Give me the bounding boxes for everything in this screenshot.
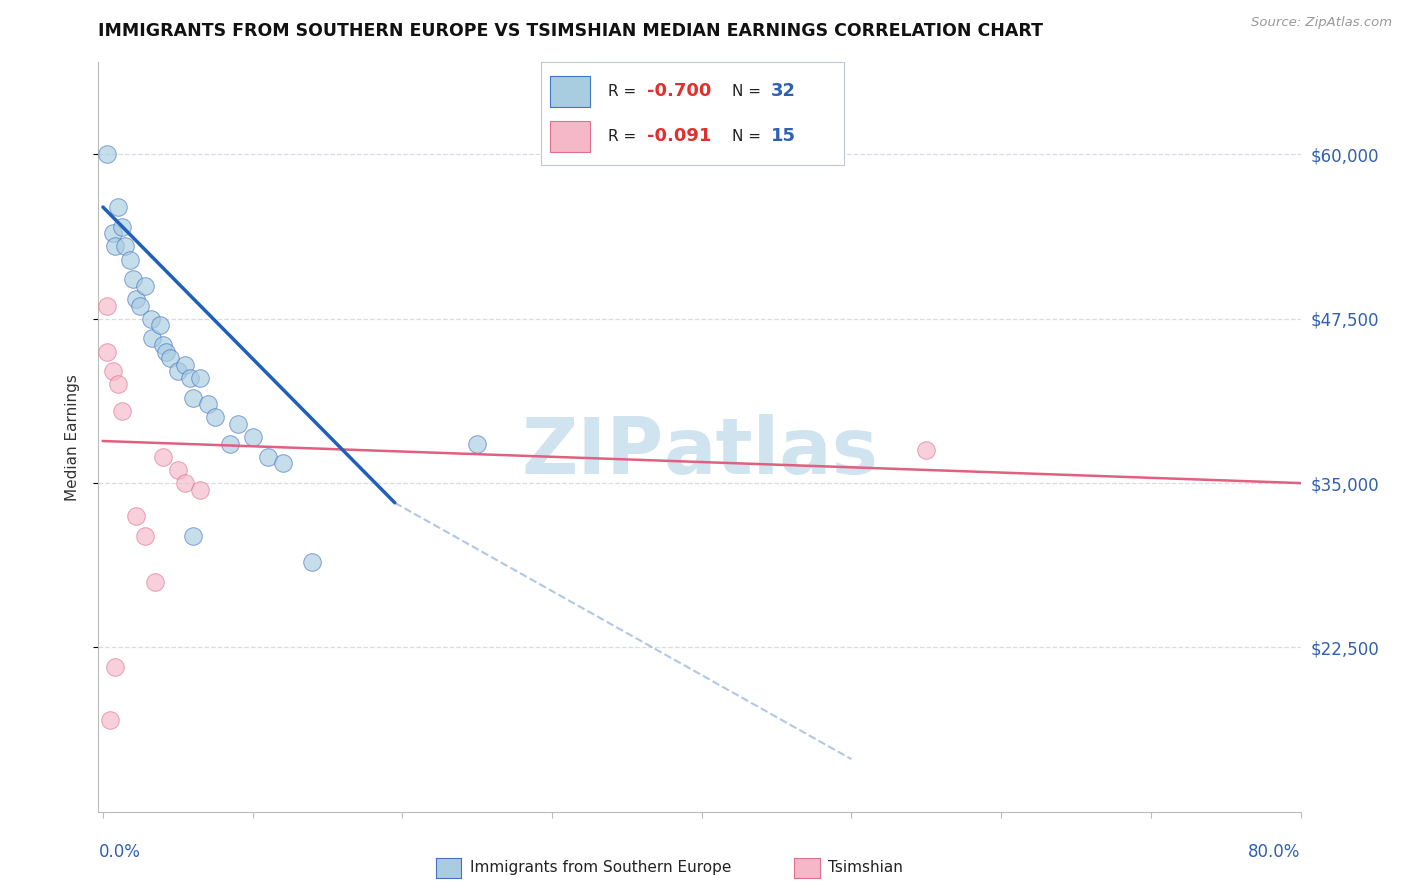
Point bbox=[134, 529, 156, 543]
Point bbox=[103, 227, 125, 241]
Text: N =: N = bbox=[731, 84, 766, 99]
Point bbox=[96, 344, 118, 359]
Point bbox=[174, 358, 197, 372]
Text: N =: N = bbox=[731, 128, 766, 144]
Point bbox=[104, 660, 127, 674]
Point bbox=[152, 338, 174, 352]
Point bbox=[204, 410, 226, 425]
Point bbox=[118, 252, 141, 267]
Point bbox=[114, 239, 136, 253]
Point bbox=[107, 200, 129, 214]
Point bbox=[100, 713, 122, 727]
Text: -0.700: -0.700 bbox=[647, 82, 711, 100]
Point bbox=[121, 272, 143, 286]
Point bbox=[166, 463, 188, 477]
Point bbox=[152, 450, 174, 464]
Point bbox=[125, 508, 148, 523]
Text: ZIP: ZIP bbox=[522, 414, 664, 490]
Text: Immigrants from Southern Europe: Immigrants from Southern Europe bbox=[470, 861, 731, 875]
Point bbox=[174, 476, 197, 491]
Text: IMMIGRANTS FROM SOUTHERN EUROPE VS TSIMSHIAN MEDIAN EARNINGS CORRELATION CHART: IMMIGRANTS FROM SOUTHERN EUROPE VS TSIMS… bbox=[98, 22, 1043, 40]
Point bbox=[188, 371, 211, 385]
Text: 80.0%: 80.0% bbox=[1249, 843, 1301, 861]
FancyBboxPatch shape bbox=[550, 76, 589, 106]
Point bbox=[179, 371, 201, 385]
Text: atlas: atlas bbox=[664, 414, 879, 490]
Point bbox=[256, 450, 278, 464]
Text: 32: 32 bbox=[770, 82, 796, 100]
FancyBboxPatch shape bbox=[550, 121, 589, 152]
Point bbox=[141, 331, 163, 345]
Point bbox=[242, 430, 264, 444]
Text: 15: 15 bbox=[770, 128, 796, 145]
Point bbox=[96, 147, 118, 161]
Point bbox=[103, 364, 125, 378]
Point bbox=[219, 436, 242, 450]
Text: Source: ZipAtlas.com: Source: ZipAtlas.com bbox=[1251, 16, 1392, 29]
Text: 0.0%: 0.0% bbox=[98, 843, 141, 861]
Point bbox=[107, 377, 129, 392]
Point bbox=[465, 436, 488, 450]
Text: Tsimshian: Tsimshian bbox=[828, 861, 903, 875]
Point bbox=[149, 318, 172, 333]
Point bbox=[129, 299, 152, 313]
Point bbox=[134, 279, 156, 293]
Point bbox=[96, 299, 118, 313]
Point bbox=[159, 351, 181, 366]
Point bbox=[139, 311, 162, 326]
Point bbox=[271, 456, 294, 470]
Point bbox=[181, 529, 204, 543]
Point bbox=[181, 391, 204, 405]
Text: R =: R = bbox=[607, 128, 641, 144]
Text: R =: R = bbox=[607, 84, 641, 99]
Point bbox=[104, 239, 127, 253]
Point bbox=[301, 555, 323, 569]
Point bbox=[143, 574, 166, 589]
Point bbox=[226, 417, 249, 431]
Y-axis label: Median Earnings: Median Earnings bbox=[65, 374, 80, 500]
Point bbox=[188, 483, 211, 497]
Point bbox=[166, 364, 188, 378]
Text: -0.091: -0.091 bbox=[647, 128, 711, 145]
Point bbox=[125, 292, 148, 306]
Point bbox=[111, 404, 134, 418]
Point bbox=[915, 443, 938, 458]
Point bbox=[197, 397, 219, 411]
Point bbox=[155, 344, 177, 359]
Point bbox=[111, 219, 134, 234]
